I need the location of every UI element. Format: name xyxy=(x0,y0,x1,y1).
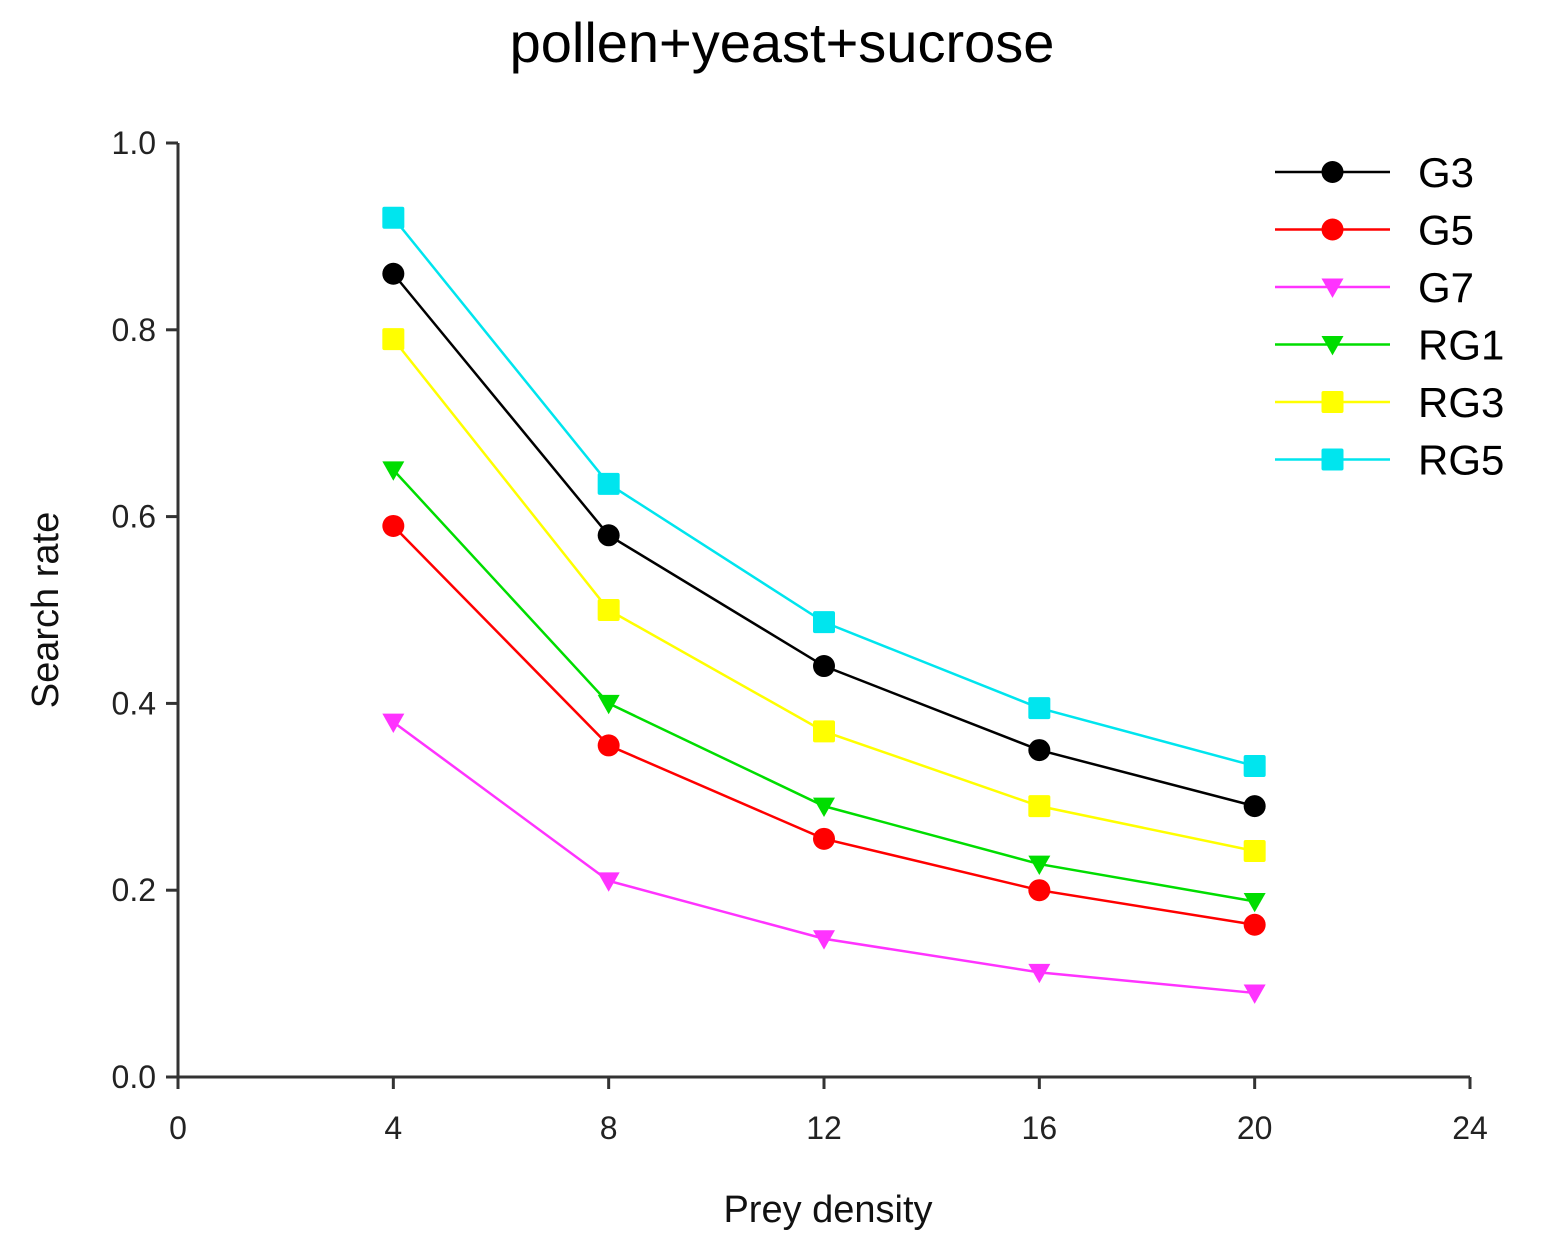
x-tick-label: 0 xyxy=(169,1110,187,1146)
legend: G3 G5 G7 RG1 RG3 RG5 xyxy=(1275,149,1504,484)
data-point-g5 xyxy=(382,514,405,537)
series-rg5 xyxy=(382,206,1266,777)
legend-label: G3 xyxy=(1418,149,1474,196)
legend-marker xyxy=(1321,161,1344,183)
data-point-g7 xyxy=(1028,963,1051,984)
legend-label: RG1 xyxy=(1418,322,1504,369)
y-ticks: 0.0 0.2 0.4 0.6 0.8 1.0 xyxy=(112,125,178,1095)
data-point-g3 xyxy=(382,262,405,285)
legend-label: RG3 xyxy=(1418,379,1504,426)
y-tick-label: 0.6 xyxy=(112,499,156,535)
legend-marker xyxy=(1321,218,1344,241)
data-point-rg3 xyxy=(597,599,620,621)
series-line-rg5 xyxy=(392,216,1255,768)
y-tick-label: 0.0 xyxy=(112,1059,156,1095)
data-point-g7 xyxy=(813,930,835,950)
x-axis-label: Prey density xyxy=(723,1189,932,1231)
data-point-g7 xyxy=(1243,984,1266,1004)
x-tick-label: 20 xyxy=(1237,1110,1273,1146)
x-tick-label: 16 xyxy=(1022,1110,1058,1146)
data-point-g5 xyxy=(1028,879,1051,902)
data-point-rg1 xyxy=(1243,892,1266,913)
y-tick-label: 0.4 xyxy=(112,685,156,721)
data-point-g3 xyxy=(597,524,620,547)
data-point-rg3 xyxy=(1243,839,1266,862)
series-layer xyxy=(382,206,1266,1004)
data-point-rg5 xyxy=(382,206,405,229)
x-ticks: 0 4 8 12 16 20 24 xyxy=(169,1077,1488,1146)
data-point-g7 xyxy=(382,713,405,733)
data-point-rg3 xyxy=(1028,795,1051,818)
x-tick-label: 8 xyxy=(600,1110,618,1146)
x-tick-label: 24 xyxy=(1452,1110,1488,1146)
data-point-rg1 xyxy=(813,797,835,818)
series-g5 xyxy=(382,514,1266,936)
series-g3 xyxy=(382,262,1266,818)
data-point-rg5 xyxy=(813,611,835,634)
data-point-g5 xyxy=(813,827,835,850)
legend-label: G7 xyxy=(1418,264,1474,311)
data-point-rg5 xyxy=(1243,754,1266,777)
legend-item-g7: G7 xyxy=(1275,264,1474,311)
data-point-rg3 xyxy=(813,720,835,743)
data-point-g7 xyxy=(597,872,620,892)
x-tick-label: 12 xyxy=(806,1110,842,1146)
data-point-rg5 xyxy=(597,472,620,495)
series-line-rg3 xyxy=(392,338,1255,853)
data-point-rg1 xyxy=(1028,855,1051,875)
y-tick-label: 0.8 xyxy=(112,312,156,348)
x-tick-label: 4 xyxy=(384,1110,402,1146)
data-point-rg1 xyxy=(382,461,405,481)
y-tick-label: 1.0 xyxy=(112,125,156,161)
legend-marker xyxy=(1321,278,1344,298)
legend-label: RG5 xyxy=(1418,437,1504,484)
data-point-rg3 xyxy=(382,328,405,351)
legend-marker xyxy=(1321,391,1344,413)
data-point-g5 xyxy=(597,734,620,757)
legend-item-rg3: RG3 xyxy=(1275,379,1504,426)
series-rg3 xyxy=(382,328,1266,862)
y-tick-label: 0.2 xyxy=(112,872,156,908)
series-rg1 xyxy=(382,461,1266,913)
series-line-g7 xyxy=(392,721,1255,995)
data-point-g3 xyxy=(813,655,835,678)
data-point-g3 xyxy=(1028,739,1051,762)
legend-label: G5 xyxy=(1418,207,1474,254)
legend-item-g3: G3 xyxy=(1275,149,1474,196)
y-axis-label: Search rate xyxy=(25,512,67,708)
legend-item-rg5: RG5 xyxy=(1275,437,1504,484)
series-g7 xyxy=(382,713,1266,1004)
data-point-rg5 xyxy=(1028,697,1051,720)
data-point-g3 xyxy=(1243,795,1266,818)
data-point-rg1 xyxy=(597,694,620,715)
legend-marker xyxy=(1321,336,1344,356)
legend-marker xyxy=(1321,448,1344,471)
data-point-g5 xyxy=(1243,913,1266,936)
legend-item-rg1: RG1 xyxy=(1275,322,1504,369)
chart-title: pollen+yeast+sucrose xyxy=(510,11,1055,74)
legend-item-g5: G5 xyxy=(1275,207,1474,254)
